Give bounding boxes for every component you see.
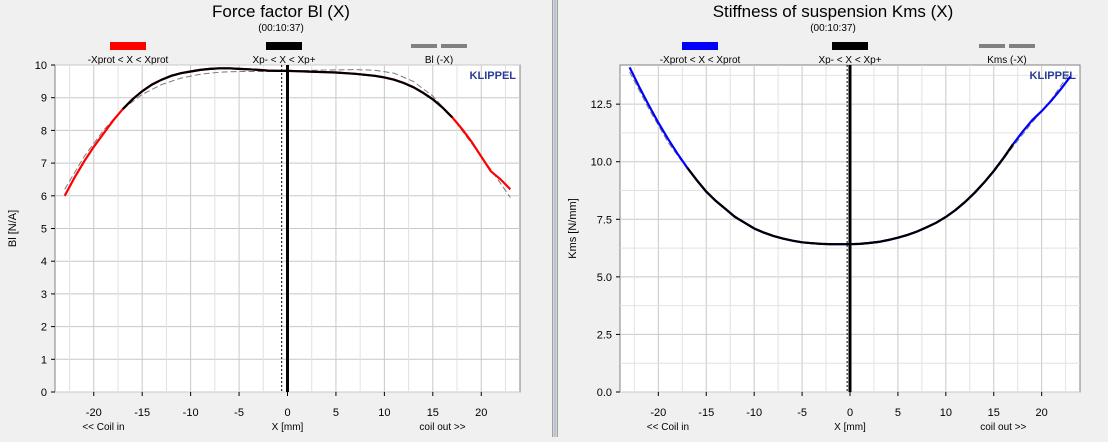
x-tick-label: 10 <box>940 407 952 419</box>
x-tick-label: -5 <box>797 407 807 419</box>
legend-swatch <box>832 42 868 50</box>
x-tick-label: -10 <box>183 407 199 419</box>
legend-swatch <box>441 44 467 48</box>
y-axis-label: Bl [N/A] <box>7 210 19 247</box>
chart-title: Force factor Bl (X) <box>212 2 350 21</box>
y-tick-label: 1 <box>41 354 47 366</box>
bl-chart-panel: Force factor Bl (X) (00:10:37) -Xprot < X … <box>0 0 552 437</box>
legend-swatch <box>1009 44 1035 48</box>
x-tick-label: -5 <box>234 407 244 419</box>
x-note-coil-out: coil out >> <box>980 422 1026 433</box>
y-tick-label: 7 <box>41 158 47 170</box>
x-tick-label: 0 <box>284 407 290 419</box>
x-tick-label: 15 <box>427 407 439 419</box>
x-tick-label: 5 <box>895 407 901 419</box>
legend-swatch <box>979 44 1005 48</box>
y-axis-label: Kms [N/mm] <box>567 198 579 259</box>
y-tick-label: 8 <box>41 125 47 137</box>
legend-label: Xp- < X < Xp+ <box>818 55 881 66</box>
x-tick-label: 0 <box>847 407 853 419</box>
y-tick-label: 7.5 <box>597 214 612 226</box>
chart-timestamp: (00:10:37) <box>810 23 856 34</box>
panel-splitter[interactable] <box>552 0 558 437</box>
legend-label: -Xprot < X < Xprot <box>660 55 741 66</box>
legend-swatch <box>411 44 437 48</box>
x-tick-label: -15 <box>698 407 714 419</box>
kms-chart: Stiffness of suspension Kms (X) (00:10:37… <box>567 2 1081 433</box>
y-tick-label: 10 <box>35 60 47 72</box>
y-tick-label: 6 <box>41 191 47 203</box>
y-tick-label: 0.0 <box>597 387 612 399</box>
kms-chart-panel: Stiffness of suspension Kms (X) (00:10:37… <box>558 0 1108 437</box>
klippel-brand: KLIPPEL <box>1030 70 1077 82</box>
x-note-coil-out: coil out >> <box>419 422 465 433</box>
x-tick-label: -10 <box>746 407 762 419</box>
legend-label: Xp- < X < Xp+ <box>252 55 315 66</box>
y-tick-label: 10.0 <box>591 157 612 169</box>
y-tick-label: 3 <box>41 289 47 301</box>
x-note-coil-in: << Coil in <box>82 422 124 433</box>
y-tick-label: 5 <box>41 224 47 236</box>
legend-swatch <box>110 42 146 50</box>
y-tick-label: 12.5 <box>591 99 612 111</box>
y-tick-label: 2.5 <box>597 329 612 341</box>
chart-timestamp: (00:10:37) <box>258 23 304 34</box>
bl-chart: Force factor Bl (X) (00:10:37) -Xprot < X … <box>7 2 521 433</box>
x-tick-label: 20 <box>475 407 487 419</box>
legend-label: Bl (-X) <box>425 55 453 66</box>
splitter-grip[interactable] <box>554 0 556 437</box>
y-tick-label: 9 <box>41 93 47 105</box>
x-axis-label: X [mm] <box>834 422 866 433</box>
x-tick-label: 10 <box>378 407 390 419</box>
x-axis-label: X [mm] <box>272 422 304 433</box>
x-note-coil-in: << Coil in <box>647 422 689 433</box>
legend-label: -Xprot < X < Xprot <box>88 55 169 66</box>
x-tick-label: 20 <box>1036 407 1048 419</box>
y-tick-label: 2 <box>41 322 47 334</box>
chart-title: Stiffness of suspension Kms (X) <box>713 2 954 21</box>
x-tick-label: 15 <box>988 407 1000 419</box>
x-tick-label: 5 <box>333 407 339 419</box>
y-tick-label: 4 <box>41 256 47 268</box>
legend-swatch <box>682 42 718 50</box>
x-tick-label: -15 <box>134 407 150 419</box>
y-tick-label: 5.0 <box>597 272 612 284</box>
y-tick-label: 0 <box>41 387 47 399</box>
legend-label: Kms (-X) <box>987 55 1026 66</box>
x-tick-label: -20 <box>86 407 102 419</box>
x-tick-label: -20 <box>650 407 666 419</box>
legend-swatch <box>266 42 302 50</box>
klippel-brand: KLIPPEL <box>470 70 517 82</box>
